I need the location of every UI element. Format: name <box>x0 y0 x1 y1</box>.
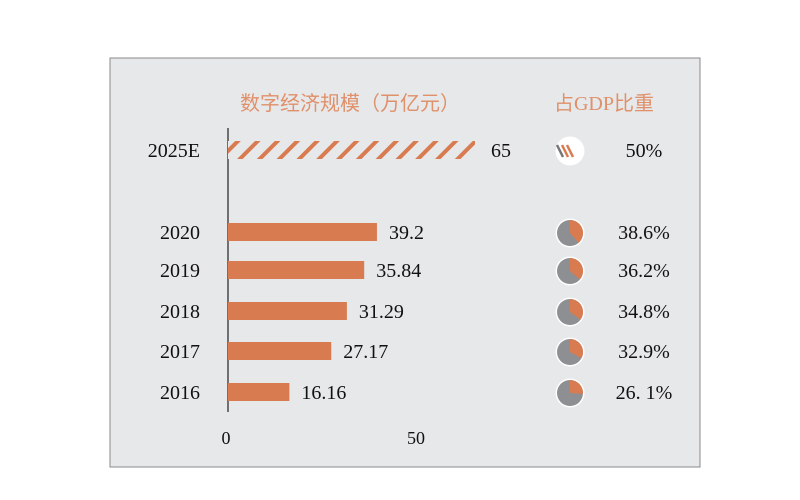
value-label: 31.29 <box>359 301 404 323</box>
pie-slice <box>570 299 583 320</box>
chart-title: 数字经济规模（万亿元） <box>240 92 460 115</box>
value-label: 27.17 <box>343 341 388 363</box>
bar <box>228 223 377 241</box>
share-label: 38.6% <box>618 222 670 244</box>
x-tick-label: 50 <box>407 428 425 448</box>
category-label: 2016 <box>160 382 200 404</box>
category-label: 2017 <box>160 341 200 363</box>
category-label: 2018 <box>160 301 200 323</box>
bar <box>228 302 347 320</box>
pie-hatch <box>560 144 570 158</box>
category-label: 2020 <box>160 222 200 244</box>
chart-frame <box>109 57 701 468</box>
share-label: 50% <box>626 140 663 162</box>
share-label: 34.8% <box>618 301 670 323</box>
pie-hatch <box>565 144 575 158</box>
pie-slice <box>570 258 583 280</box>
value-label: 65 <box>491 140 511 162</box>
bar <box>228 141 475 159</box>
share-label: 26. 1% <box>616 382 673 404</box>
bar <box>228 383 290 401</box>
share-title: 占GDP比重 <box>554 92 654 115</box>
pie-slice <box>570 380 583 394</box>
value-label: 16.16 <box>301 382 346 404</box>
pie-slice <box>570 220 583 243</box>
category-label: 2019 <box>160 260 200 282</box>
value-label: 35.84 <box>376 260 421 282</box>
bar <box>228 261 365 279</box>
pie-slice <box>570 339 583 359</box>
share-label: 32.9% <box>618 341 670 363</box>
category-label: 2025E <box>148 140 200 162</box>
share-label: 36.2% <box>618 260 670 282</box>
bar <box>228 342 332 360</box>
pie-hatch <box>555 144 565 158</box>
value-label: 39.2 <box>389 222 424 244</box>
x-tick-label: 0 <box>222 428 231 448</box>
